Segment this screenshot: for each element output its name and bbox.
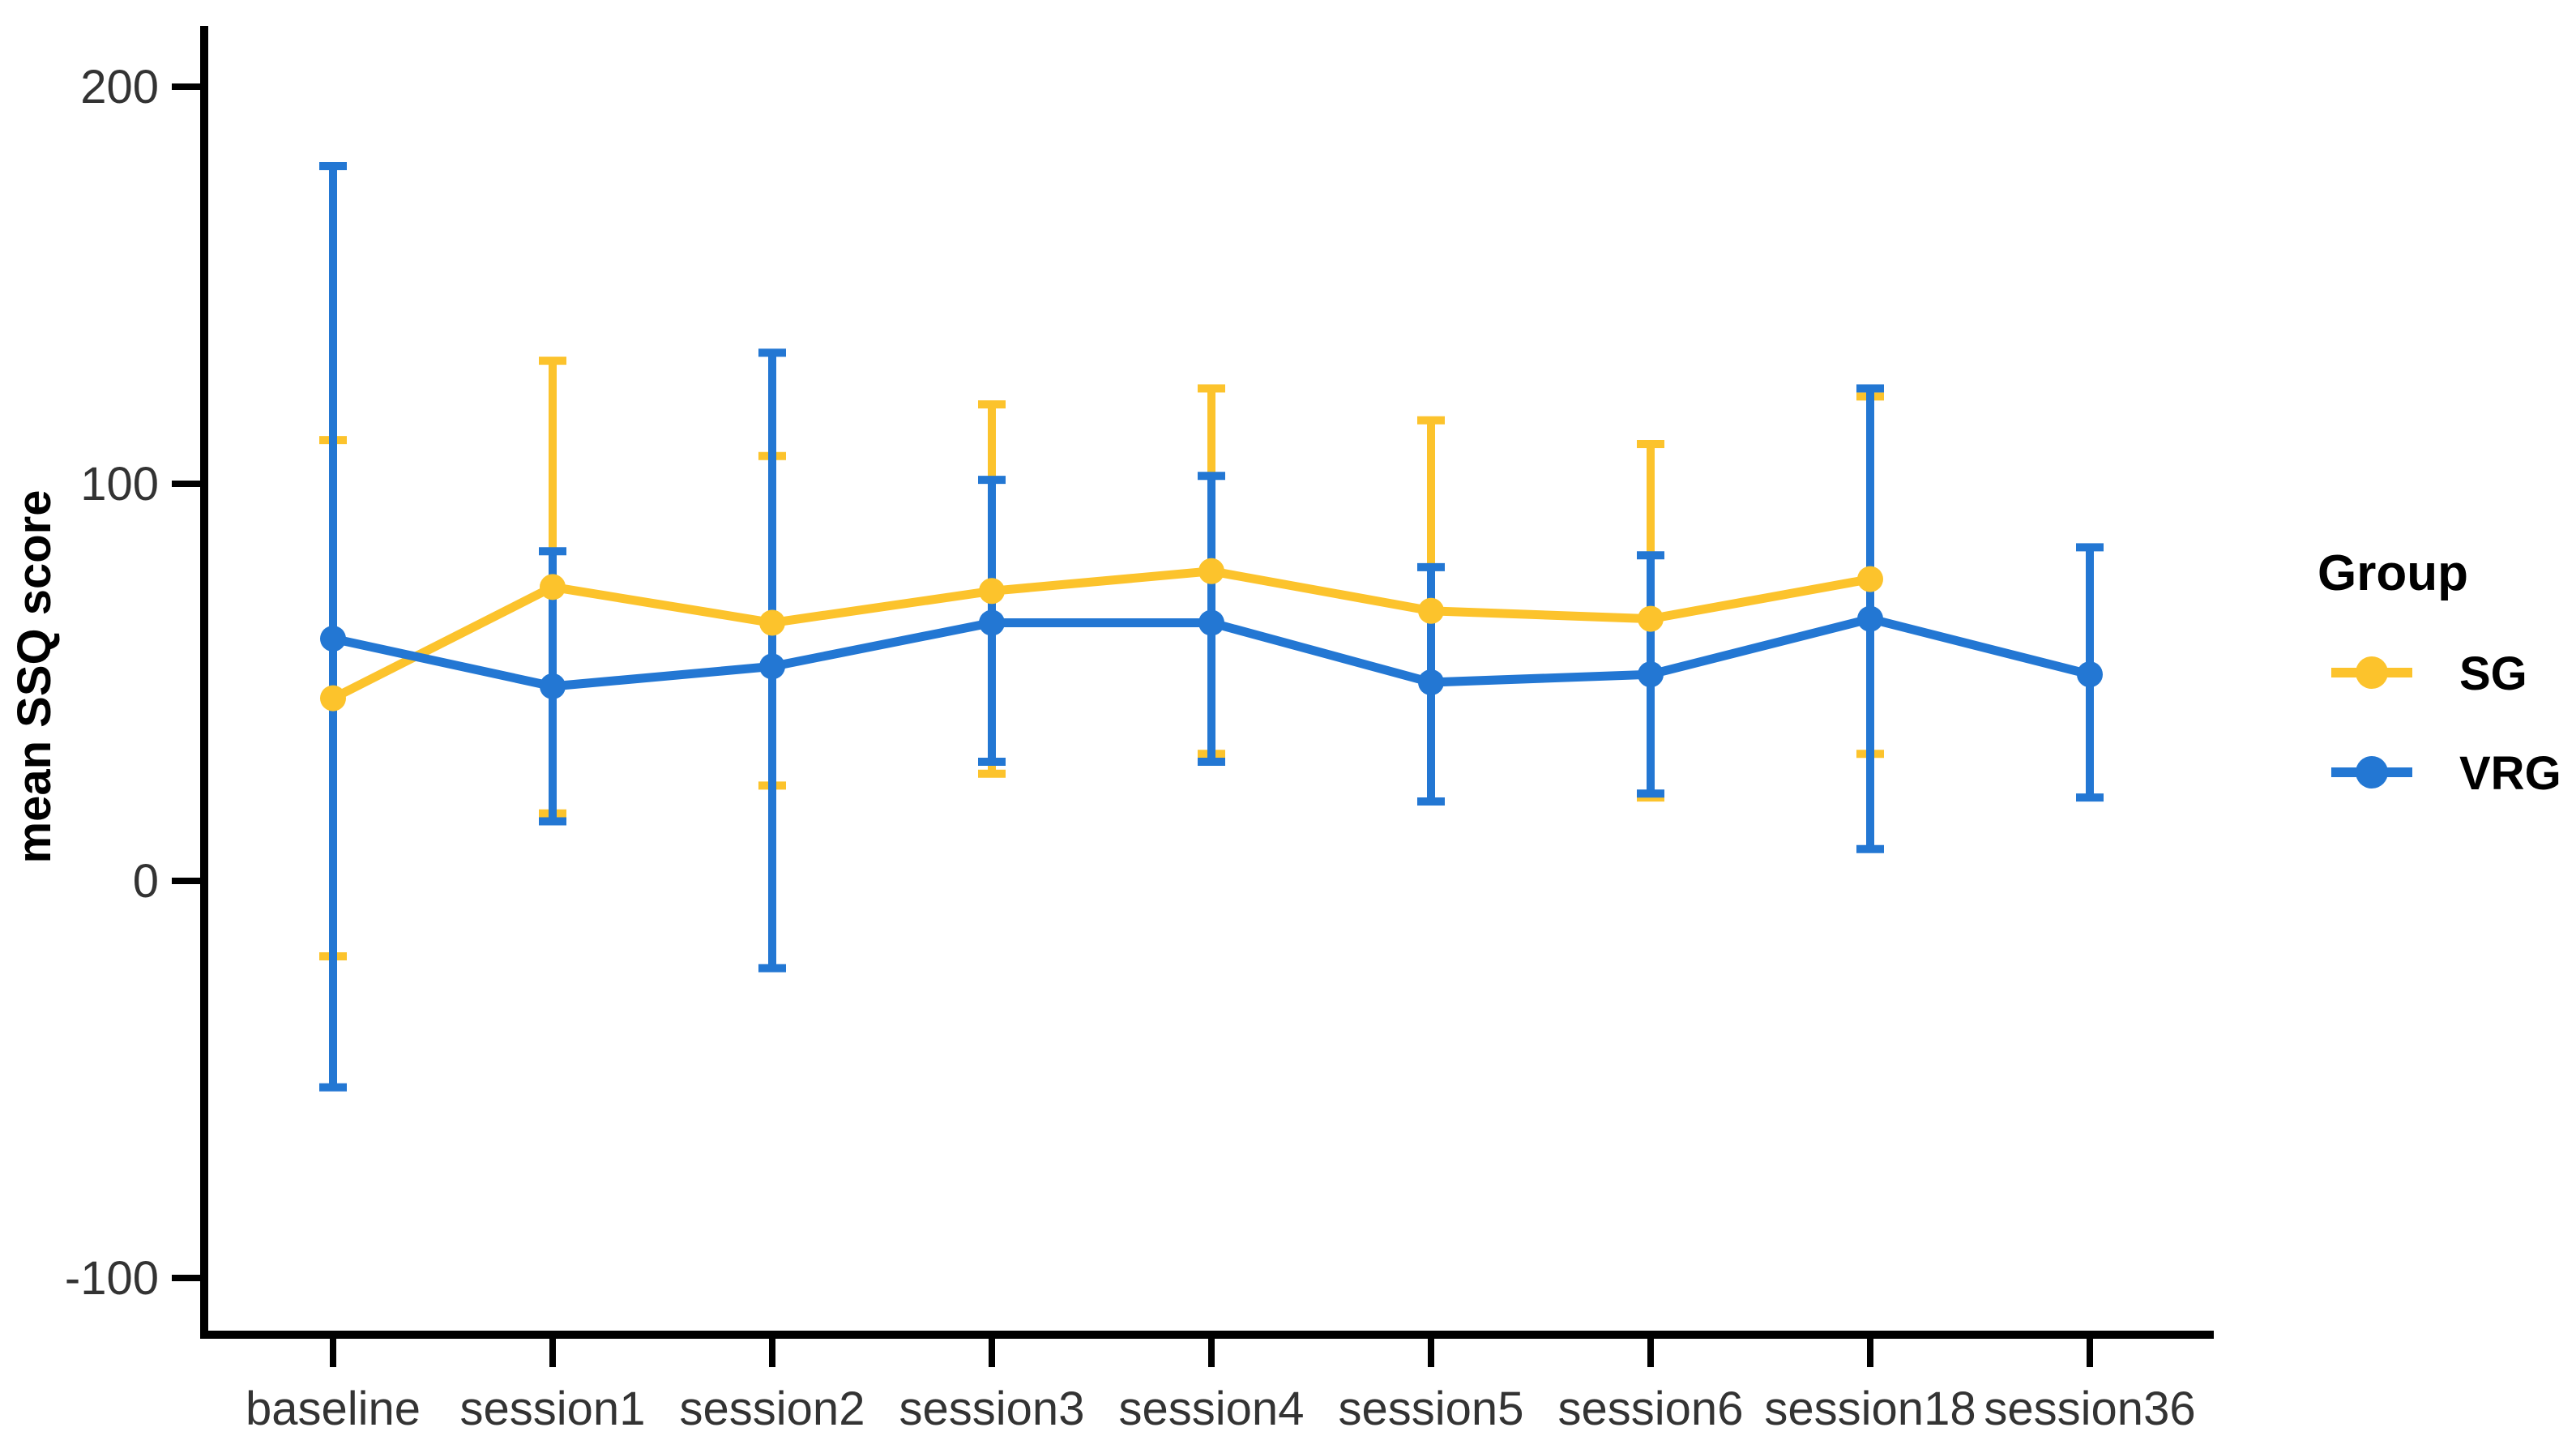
- legend-key-point-vrg: [2356, 756, 2388, 789]
- sg-point: [1857, 566, 1883, 592]
- vrg-point: [320, 626, 346, 652]
- sg-point: [759, 609, 785, 636]
- x-tick-label: session2: [680, 1383, 865, 1435]
- sg-point: [1638, 605, 1664, 632]
- x-tick-label: baseline: [246, 1383, 421, 1435]
- legend-label-sg: SG: [2459, 647, 2527, 700]
- legend: Group SG VRG: [2318, 545, 2561, 800]
- y-tick-label: 0: [133, 855, 159, 908]
- y-axis-title: mean SSQ score: [8, 490, 61, 864]
- y-tick-label: -100: [65, 1252, 159, 1305]
- vrg-point: [979, 609, 1005, 636]
- axes: 200 100 0 -100 baseline session1 session2 sessi…: [65, 26, 2214, 1435]
- sg-point: [320, 685, 346, 712]
- x-tick-label: session1: [460, 1383, 646, 1435]
- vrg-point: [1857, 605, 1883, 632]
- x-tick-label: session6: [1558, 1383, 1744, 1435]
- vrg-point: [1638, 661, 1664, 688]
- vrg-point: [2077, 661, 2103, 688]
- sg-point: [1418, 597, 1444, 624]
- y-tick-label: 200: [80, 61, 159, 113]
- legend-label-vrg: VRG: [2459, 747, 2561, 800]
- x-tick-label: session5: [1339, 1383, 1524, 1435]
- plot-marks: [319, 162, 2104, 1092]
- x-tick-label: session18: [1764, 1383, 1976, 1435]
- sg-point: [1198, 558, 1224, 584]
- vrg-point: [540, 673, 566, 699]
- x-tick-label: session36: [1984, 1383, 2195, 1435]
- sg-point: [979, 578, 1005, 605]
- sg-line: [331, 566, 1871, 703]
- x-tick-label: session3: [899, 1383, 1085, 1435]
- vrg-point: [1198, 609, 1224, 636]
- sg-point: [540, 574, 566, 600]
- y-tick-label: 100: [80, 458, 159, 511]
- legend-key-point-sg: [2356, 656, 2388, 689]
- x-tick-label: session4: [1119, 1383, 1305, 1435]
- vrg-point: [759, 653, 785, 680]
- legend-title: Group: [2318, 545, 2468, 601]
- vrg-point: [1418, 669, 1444, 695]
